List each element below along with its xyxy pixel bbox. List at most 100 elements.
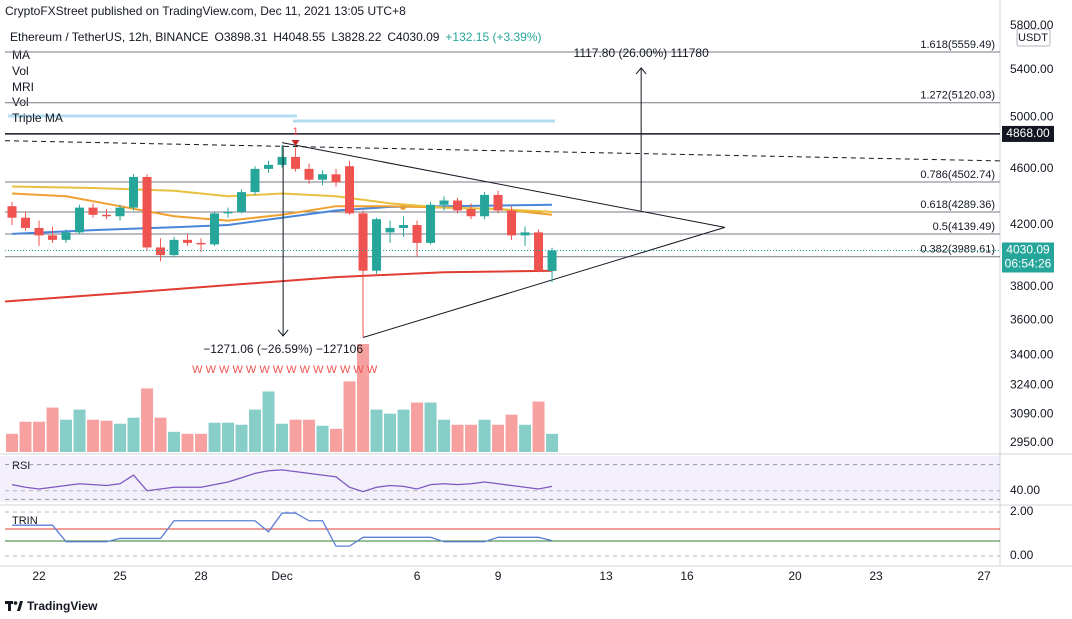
volume-bar [181,433,194,452]
rsi-line [11,469,553,493]
x-tick-label: 28 [194,569,208,583]
volume-bar [235,424,248,452]
y-tick-label: 3600.00 [1010,312,1054,326]
volume-bar [6,433,19,452]
indicator-label: Vol [12,95,29,109]
volume-bar [222,422,235,452]
candle-body [21,217,31,228]
volume-bar [303,419,316,452]
volume-bar [46,407,59,452]
fib-label: 1.272(5120.03) [920,90,995,102]
trendline [4,140,1001,162]
price-tag: 4868.00 [1006,126,1050,140]
candle-body [277,156,287,165]
indicator-label: MRI [12,80,34,94]
indicator-label: Vol [12,64,29,78]
signal-arrow [291,140,300,147]
logo [5,601,23,611]
trendline [281,142,726,338]
y-tick-label: 2950.00 [1010,435,1054,449]
volume-bar [100,420,113,452]
y-tick-label: 40.00 [1010,483,1040,497]
candle-body [412,225,422,243]
x-tick-label: 27 [977,569,991,583]
y-tick-label: 3800.00 [1010,279,1054,293]
candle-body [210,213,220,245]
change: +132.15 (+3.39%) [445,30,541,44]
x-tick-label: Dec [271,569,292,583]
measure-arrowhead [277,329,289,337]
volume-bar [438,419,451,452]
brand: TradingView [27,599,98,613]
symbol: Ethereum / TetherUS, 12h, BINANCE [10,30,209,44]
candle-body [426,204,436,243]
candle-body [385,227,395,233]
candle-body [169,239,179,256]
publisher: CryptoFXStreet published on TradingView.… [5,4,406,18]
candle-body [480,194,490,217]
candle-body [7,206,17,218]
candle-body [520,232,530,236]
candle-body [399,225,409,228]
candle-body [196,242,206,245]
volume-bar [249,409,262,452]
currency-box [1016,28,1051,47]
candle-body [250,168,260,193]
volume-bar [384,413,397,452]
fib-label: 0.5(4139.49) [933,221,995,233]
candle-body [534,232,544,271]
volume-bar [546,433,559,452]
volume-bar [505,414,518,452]
countdown: 06:54:26 [1005,257,1052,271]
y-tick-label: 3090.00 [1010,407,1054,421]
y-tick-label: 4600.00 [1010,161,1054,175]
volume-bar [276,423,289,452]
candle-body [142,176,152,248]
candle-body [466,209,476,217]
candle-body [48,235,58,240]
y-tick-label: 0.00 [1010,548,1034,562]
candle-body [304,168,314,180]
candle-body [507,210,517,236]
volume-bar [262,391,275,452]
y-tick-label: 5000.00 [1010,110,1054,124]
y-tick-label: 3400.00 [1010,348,1054,362]
candle-body [115,207,125,217]
candle-body [453,200,463,211]
logo-part [8,601,11,611]
logo-part [13,601,18,605]
y-tick-label: 5400.00 [1010,62,1054,76]
price-tag-box [1002,125,1054,142]
y-tick-label: 4200.00 [1010,217,1054,231]
volume-bar [114,423,127,452]
y-tick-label: 3240.00 [1010,377,1054,391]
last-price: 4030.09 [1006,243,1050,257]
volume-bar [154,417,167,452]
candle-body [102,214,112,217]
volume-bar [532,401,545,452]
fib-label: 0.382(3989.61) [920,244,995,256]
candle-body [345,166,355,214]
x-tick-label: 23 [869,569,883,583]
trin-line [12,512,553,547]
candle-body [183,239,193,243]
volume-bar [357,344,370,452]
candle-body [493,194,503,211]
candle-body [223,211,233,214]
moving-average [4,269,553,303]
ohlc-high: H4048.55 [273,30,325,44]
candle-body [331,174,341,183]
candle-body [88,207,98,215]
volume-bar [424,402,437,452]
volume-bar [87,419,100,452]
volume-bar [208,422,221,452]
x-tick-label: 6 [414,569,421,583]
candle-body [358,213,368,271]
volume-bar [316,425,329,452]
x-tick-label: 9 [495,569,502,583]
candle-body [75,207,85,233]
currency: USDT [1018,32,1048,44]
symbol-line: Ethereum / TetherUS, 12h, BINANCE O3898.3… [10,30,542,44]
candle-body [156,247,166,256]
pattern-marks: W W W W W W W W W W W W W W [192,364,378,376]
